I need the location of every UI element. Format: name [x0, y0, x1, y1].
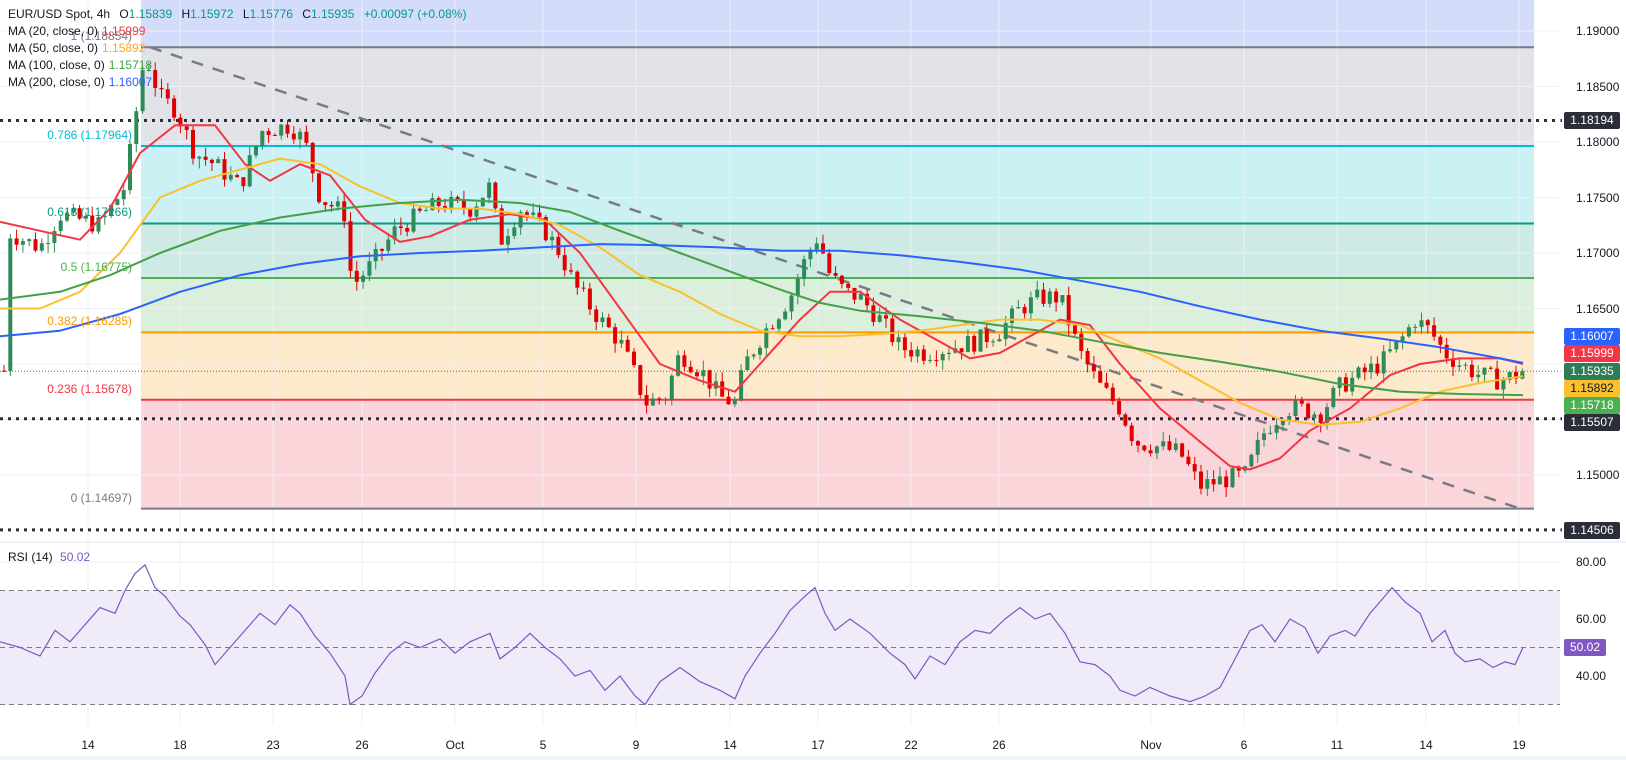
time-label: 5 [539, 738, 547, 752]
high-value: 1.15972 [190, 7, 234, 21]
price-tick: 1.19000 [1576, 24, 1620, 38]
chart-legend: EUR/USD Spot, 4h O1.15839 H1.15972 L1.15… [8, 6, 472, 91]
price-badge: 1.16007 [1564, 328, 1620, 345]
time-label: Oct [445, 738, 465, 752]
fib-label: 0.618 (1.17266) [47, 205, 132, 220]
change-value: +0.00097 (+0.08%) [363, 7, 467, 21]
low-label: L [242, 7, 250, 21]
price-tick: 1.15000 [1576, 468, 1620, 482]
ma200-label: MA (200, close, 0) [8, 75, 105, 89]
ma100-label: MA (100, close, 0) [8, 58, 105, 72]
open-label: O [119, 7, 129, 21]
ma20-value: 1.15999 [102, 24, 146, 38]
ma200-legend[interactable]: MA (200, close, 0) 1.16007 [8, 74, 472, 91]
high-label: H [181, 7, 191, 21]
ma50-value: 1.15892 [102, 41, 146, 55]
time-label: 14 [1419, 738, 1433, 752]
ma50-label: MA (50, close, 0) [8, 41, 99, 55]
close-label: C [302, 7, 311, 21]
fib-zone [141, 47, 1534, 146]
time-label: 26 [355, 738, 369, 752]
rsi-tick: 60.00 [1576, 612, 1607, 626]
time-label: 14 [723, 738, 737, 752]
price-badge: 1.15999 [1564, 345, 1620, 362]
ma20-legend[interactable]: MA (20, close, 0) 1.15999 [8, 23, 472, 40]
time-label: 26 [992, 738, 1006, 752]
ma200-value: 1.16007 [108, 75, 153, 89]
time-label: 18 [173, 738, 187, 752]
fib-zone [141, 332, 1534, 400]
fib-zone-top [141, 0, 1534, 48]
fib-zone [141, 399, 1534, 509]
price-badge: 1.14506 [1564, 522, 1620, 539]
fib-zone [141, 145, 1534, 224]
symbol-title[interactable]: EUR/USD Spot, 4h [8, 7, 111, 21]
time-label: 22 [904, 738, 918, 752]
rsi-badge: 50.02 [1564, 639, 1606, 657]
ohlc-row: EUR/USD Spot, 4h O1.15839 H1.15972 L1.15… [8, 6, 472, 23]
rsi-tick: 80.00 [1576, 555, 1607, 569]
low-value: 1.15776 [249, 7, 293, 21]
price-tick: 1.17500 [1576, 190, 1620, 205]
time-label: 11 [1330, 738, 1344, 752]
fib-label: 0.382 (1.16285) [47, 314, 132, 329]
price-tick: 1.18500 [1576, 79, 1620, 94]
time-label: 19 [1512, 738, 1526, 752]
fib-label: 1 (1.18854) [70, 29, 132, 44]
rsi-value: 50.02 [60, 550, 91, 564]
fib-zone [141, 277, 1534, 333]
fib-label: 0 (1.14697) [70, 490, 132, 505]
price-badge: 1.15935 [1564, 363, 1620, 380]
time-label: 17 [811, 738, 825, 752]
price-badge: 1.15718 [1564, 397, 1620, 414]
price-tick: 1.18000 [1576, 135, 1620, 149]
rsi-label: RSI (14) [8, 550, 53, 564]
close-value: 1.15935 [310, 7, 355, 21]
time-label: Nov [1140, 738, 1162, 752]
fib-label: 0.5 (1.16775) [60, 259, 132, 274]
time-label: 14 [81, 738, 95, 752]
ma-line-ma200[interactable] [0, 243, 1524, 364]
price-badge: 1.15892 [1564, 380, 1620, 397]
time-label: 9 [632, 738, 640, 752]
ma-line-ma50[interactable] [0, 157, 1524, 426]
fib-label: 0.236 (1.15678) [47, 381, 132, 396]
price-badge: 1.18194 [1564, 112, 1620, 129]
time-label: 23 [266, 738, 280, 752]
ma-line-ma20[interactable] [0, 124, 1524, 471]
open-value: 1.15839 [128, 7, 173, 21]
rsi-legend[interactable]: RSI (14) 50.02 [8, 550, 90, 564]
fib-label: 0.786 (1.17964) [47, 127, 132, 142]
ma100-value: 1.15718 [108, 58, 153, 72]
price-tick: 1.17000 [1576, 246, 1620, 260]
ma50-legend[interactable]: MA (50, close, 0) 1.15892 [8, 40, 472, 57]
rsi-line[interactable] [0, 563, 1524, 706]
time-label: 6 [1240, 738, 1248, 752]
ma-line-ma100[interactable] [0, 198, 1524, 397]
rsi-tick: 40.00 [1576, 669, 1607, 683]
price-tick: 1.16500 [1576, 301, 1620, 316]
price-badge: 1.15507 [1564, 414, 1620, 431]
ma20-label: MA (20, close, 0) [8, 24, 99, 38]
ma100-legend[interactable]: MA (100, close, 0) 1.15718 [8, 57, 472, 74]
